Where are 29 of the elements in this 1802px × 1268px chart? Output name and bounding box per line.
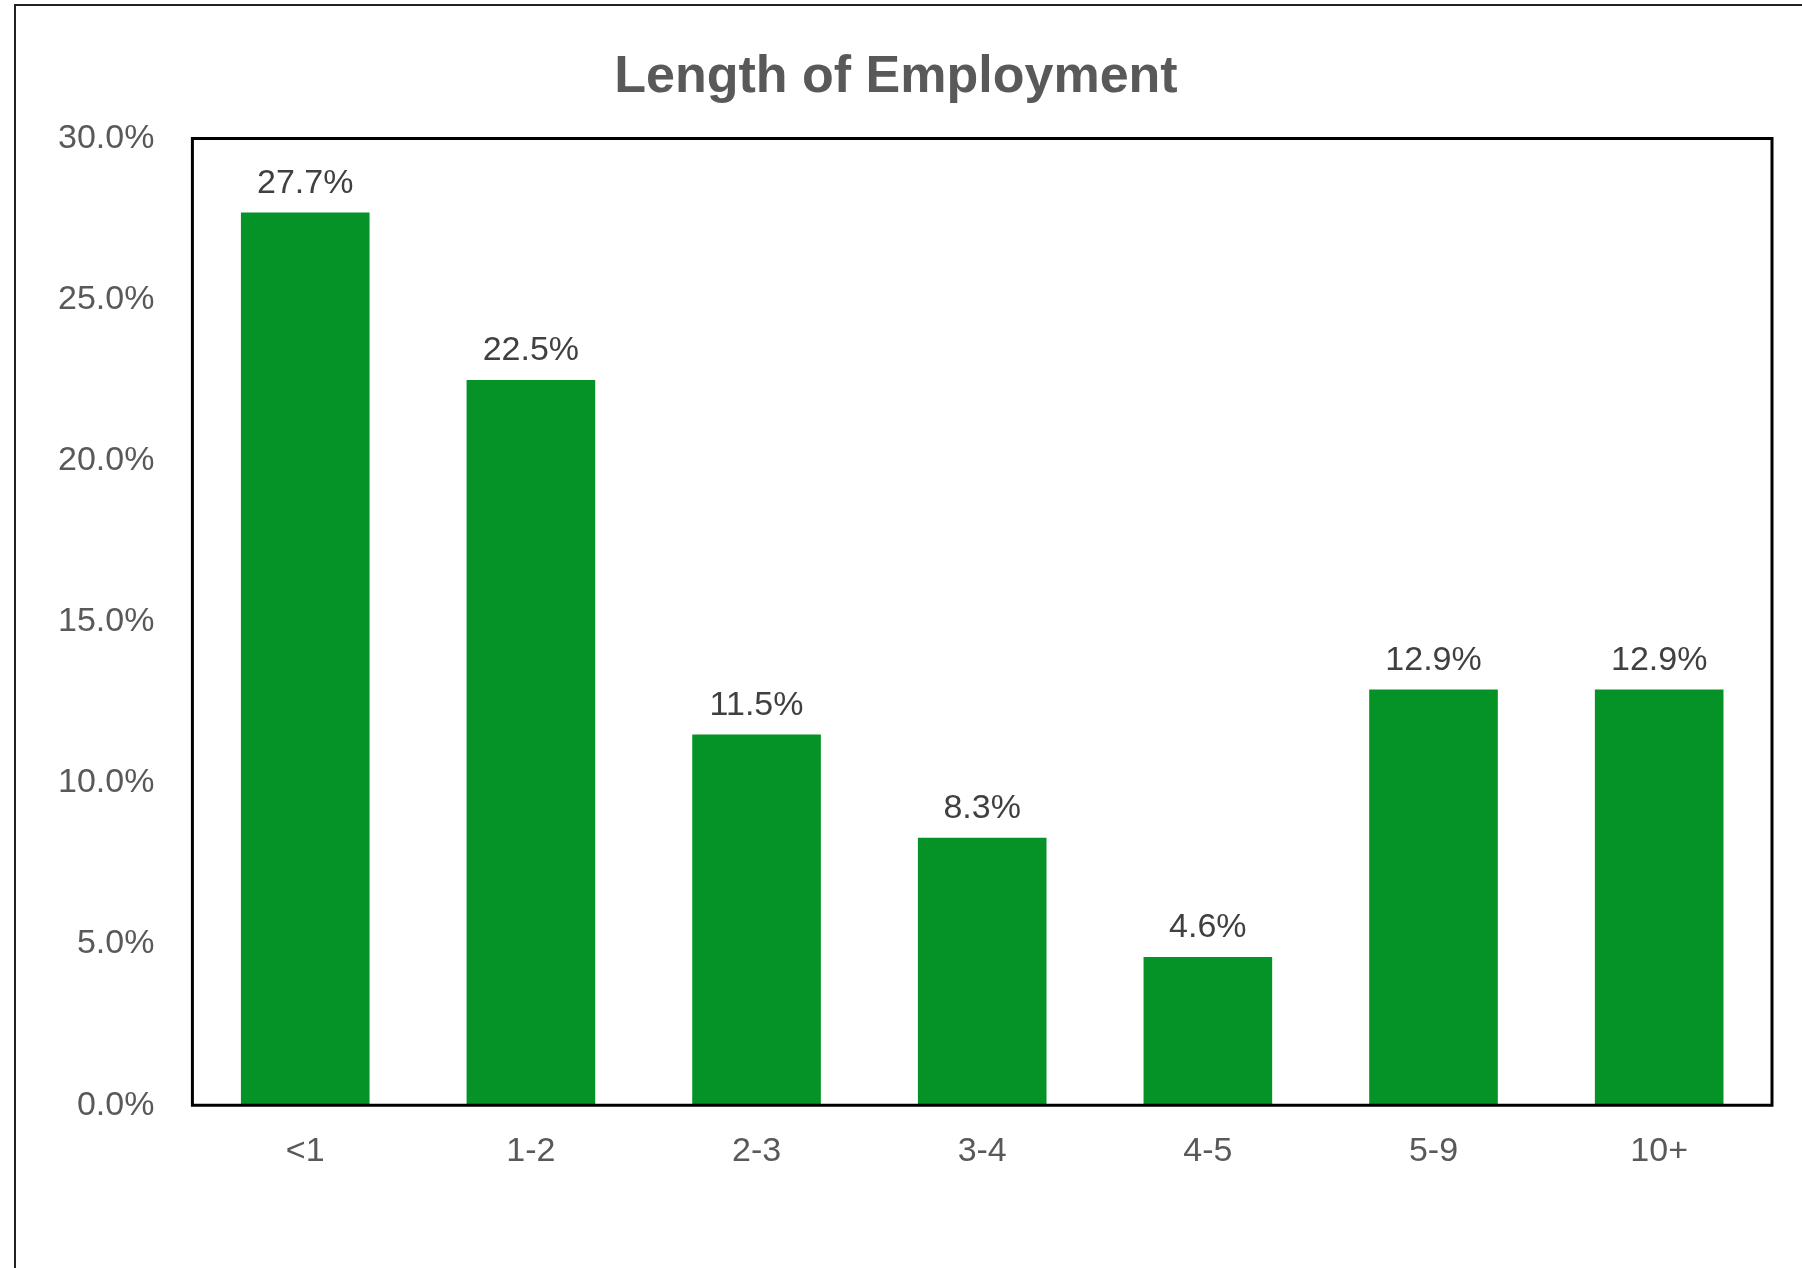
data-label: 27.7% xyxy=(257,161,354,200)
y-tick-label: 30.0% xyxy=(58,116,155,155)
x-tick-label: 4-5 xyxy=(1183,1129,1233,1168)
bar xyxy=(692,734,821,1106)
data-label: 4.6% xyxy=(1169,906,1247,945)
data-label: 12.9% xyxy=(1610,638,1708,677)
x-tick-label: 5-9 xyxy=(1408,1129,1459,1168)
y-tick-label: 0.0% xyxy=(76,1083,155,1122)
bar xyxy=(1143,956,1273,1106)
x-tick-label: <1 xyxy=(285,1129,325,1168)
x-tick-label: 1-2 xyxy=(506,1129,556,1168)
bar xyxy=(1594,689,1724,1106)
y-tick-label: 25.0% xyxy=(58,277,155,316)
x-tick-label: 2-3 xyxy=(731,1129,782,1168)
data-label: 8.3% xyxy=(943,787,1021,826)
data-label: 11.5% xyxy=(709,683,804,722)
data-label: 12.9% xyxy=(1385,638,1482,677)
y-tick-label: 20.0% xyxy=(58,439,155,478)
x-tick-label: 3-4 xyxy=(957,1129,1007,1168)
bar xyxy=(240,212,370,1106)
x-tick-label: 10+ xyxy=(1630,1129,1689,1168)
data-label: 22.5% xyxy=(482,329,580,368)
y-tick-label: 15.0% xyxy=(58,600,155,639)
y-tick-label: 10.0% xyxy=(58,761,155,800)
bar xyxy=(1369,689,1498,1106)
bar xyxy=(917,837,1047,1106)
chart-title: Length of Employment xyxy=(614,44,1178,103)
bar xyxy=(466,380,596,1106)
y-tick-label: 5.0% xyxy=(76,922,155,961)
